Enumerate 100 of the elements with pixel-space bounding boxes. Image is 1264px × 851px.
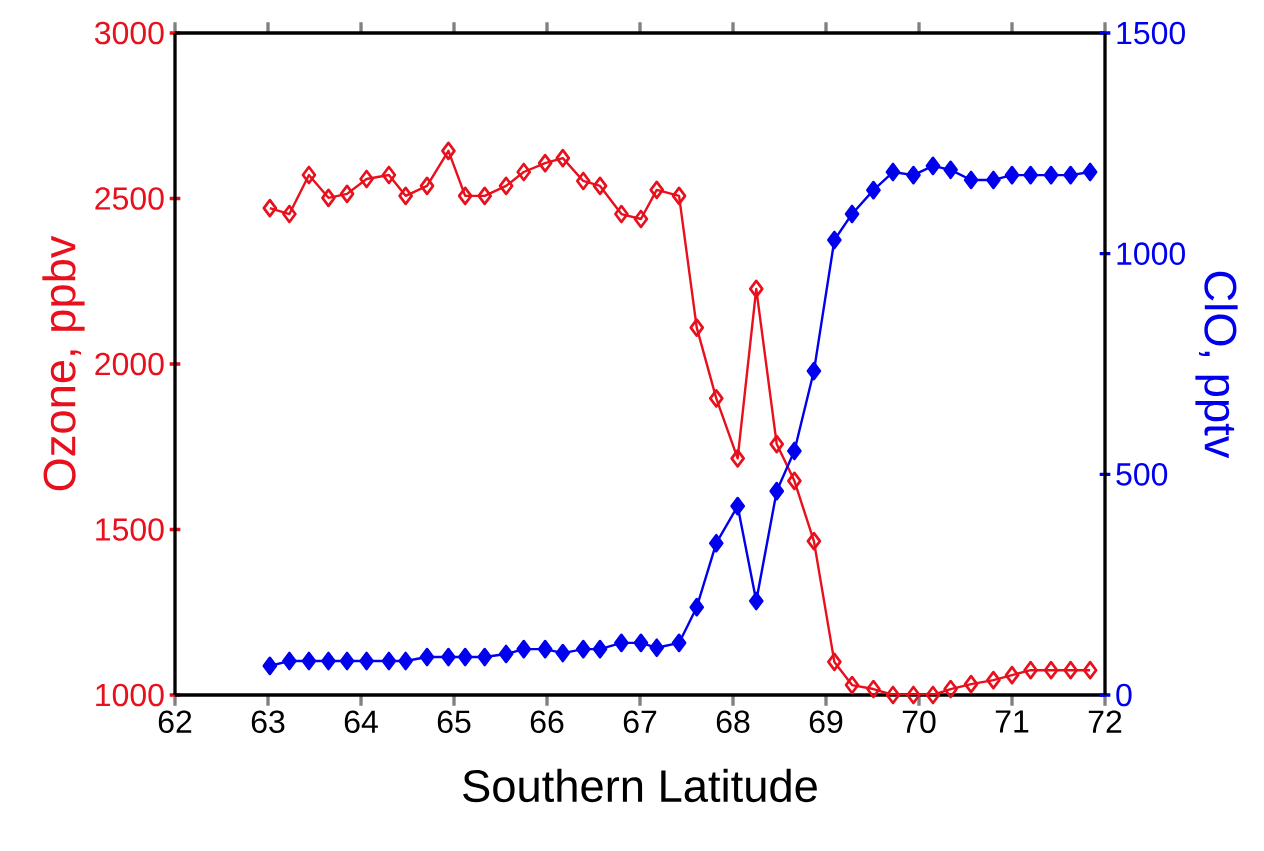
x-tick-label: 66 — [530, 710, 564, 734]
point — [649, 638, 665, 658]
point — [1063, 165, 1078, 185]
point — [262, 198, 278, 218]
y-tick-label: 3000 — [94, 21, 164, 45]
point — [301, 651, 317, 671]
point — [769, 434, 785, 454]
point — [614, 204, 629, 224]
point — [885, 685, 901, 705]
point — [633, 633, 649, 653]
point — [1043, 660, 1059, 680]
point — [575, 171, 591, 191]
point — [457, 647, 473, 667]
point — [419, 647, 435, 667]
point — [925, 156, 941, 176]
x-tick-label: 72 — [1088, 710, 1122, 733]
point — [498, 644, 514, 664]
x-tick-label: 64 — [344, 710, 378, 734]
y-tick-label: 1000 — [96, 683, 164, 707]
point — [633, 209, 649, 229]
point — [787, 471, 802, 491]
point — [1082, 162, 1098, 182]
point — [359, 169, 374, 189]
x-tick-label: 68 — [716, 710, 750, 734]
point — [730, 496, 745, 516]
point — [1004, 665, 1020, 685]
point — [787, 441, 802, 461]
point — [1063, 660, 1078, 680]
point — [689, 318, 705, 337]
point — [986, 670, 1001, 690]
y-tick-label: 1500 — [96, 518, 164, 541]
x-tick-label: 62 — [158, 710, 192, 734]
point — [866, 679, 881, 699]
point — [477, 647, 493, 667]
point — [537, 639, 553, 659]
y2-tick-label: 500 — [1116, 463, 1168, 486]
point — [516, 162, 532, 182]
point — [925, 685, 941, 705]
y-tick-label: 2500 — [95, 187, 164, 210]
y2-tick-label: 1000 — [1117, 242, 1185, 265]
point — [457, 186, 473, 206]
point — [649, 180, 665, 200]
point — [282, 204, 297, 224]
point — [943, 679, 958, 699]
point — [885, 162, 901, 182]
y2-axis-title: ClO, pptv — [1195, 271, 1238, 459]
point — [339, 651, 355, 671]
point — [419, 176, 435, 196]
point — [359, 651, 374, 671]
point — [748, 279, 764, 299]
x-tick-label: 70 — [902, 710, 936, 734]
point — [986, 170, 1001, 190]
point — [708, 389, 724, 408]
x-tick-label: 63 — [251, 710, 285, 734]
y-tick-label: 2000 — [95, 352, 164, 376]
point — [282, 651, 297, 671]
point — [1043, 165, 1059, 185]
point — [730, 449, 745, 468]
point — [827, 230, 842, 250]
point — [943, 160, 958, 180]
point — [498, 176, 514, 196]
point — [537, 153, 553, 173]
point — [339, 184, 355, 204]
point — [1082, 660, 1098, 680]
point — [381, 165, 397, 185]
x-tick-label: 69 — [809, 710, 843, 734]
point — [321, 651, 336, 671]
point — [1023, 660, 1038, 680]
point — [769, 481, 785, 501]
point — [806, 361, 822, 381]
point — [555, 148, 571, 168]
x-tick-label: 65 — [437, 710, 471, 734]
point — [477, 186, 493, 206]
point — [906, 165, 921, 185]
point — [381, 651, 397, 671]
point — [963, 170, 979, 190]
point — [398, 651, 413, 671]
point — [671, 633, 687, 653]
point — [827, 652, 842, 672]
point — [844, 675, 860, 695]
point — [748, 591, 764, 611]
point — [575, 639, 591, 659]
y2-tick-label: 0 — [1116, 683, 1132, 707]
point — [866, 180, 881, 200]
point — [555, 643, 571, 663]
point — [844, 204, 860, 224]
x-axis-title: Southern Latitude — [463, 768, 817, 803]
point — [806, 531, 822, 551]
point — [441, 647, 456, 667]
point — [516, 639, 532, 659]
point — [1023, 165, 1038, 185]
x-tick-label: 67 — [623, 710, 657, 734]
x-tick-label: 71 — [995, 710, 1029, 733]
point — [906, 685, 921, 705]
y-axis-title: Ozone, ppbv — [42, 235, 85, 491]
point — [592, 176, 608, 196]
point — [963, 674, 979, 694]
point — [614, 633, 629, 653]
point — [1004, 165, 1020, 185]
point — [441, 141, 456, 161]
